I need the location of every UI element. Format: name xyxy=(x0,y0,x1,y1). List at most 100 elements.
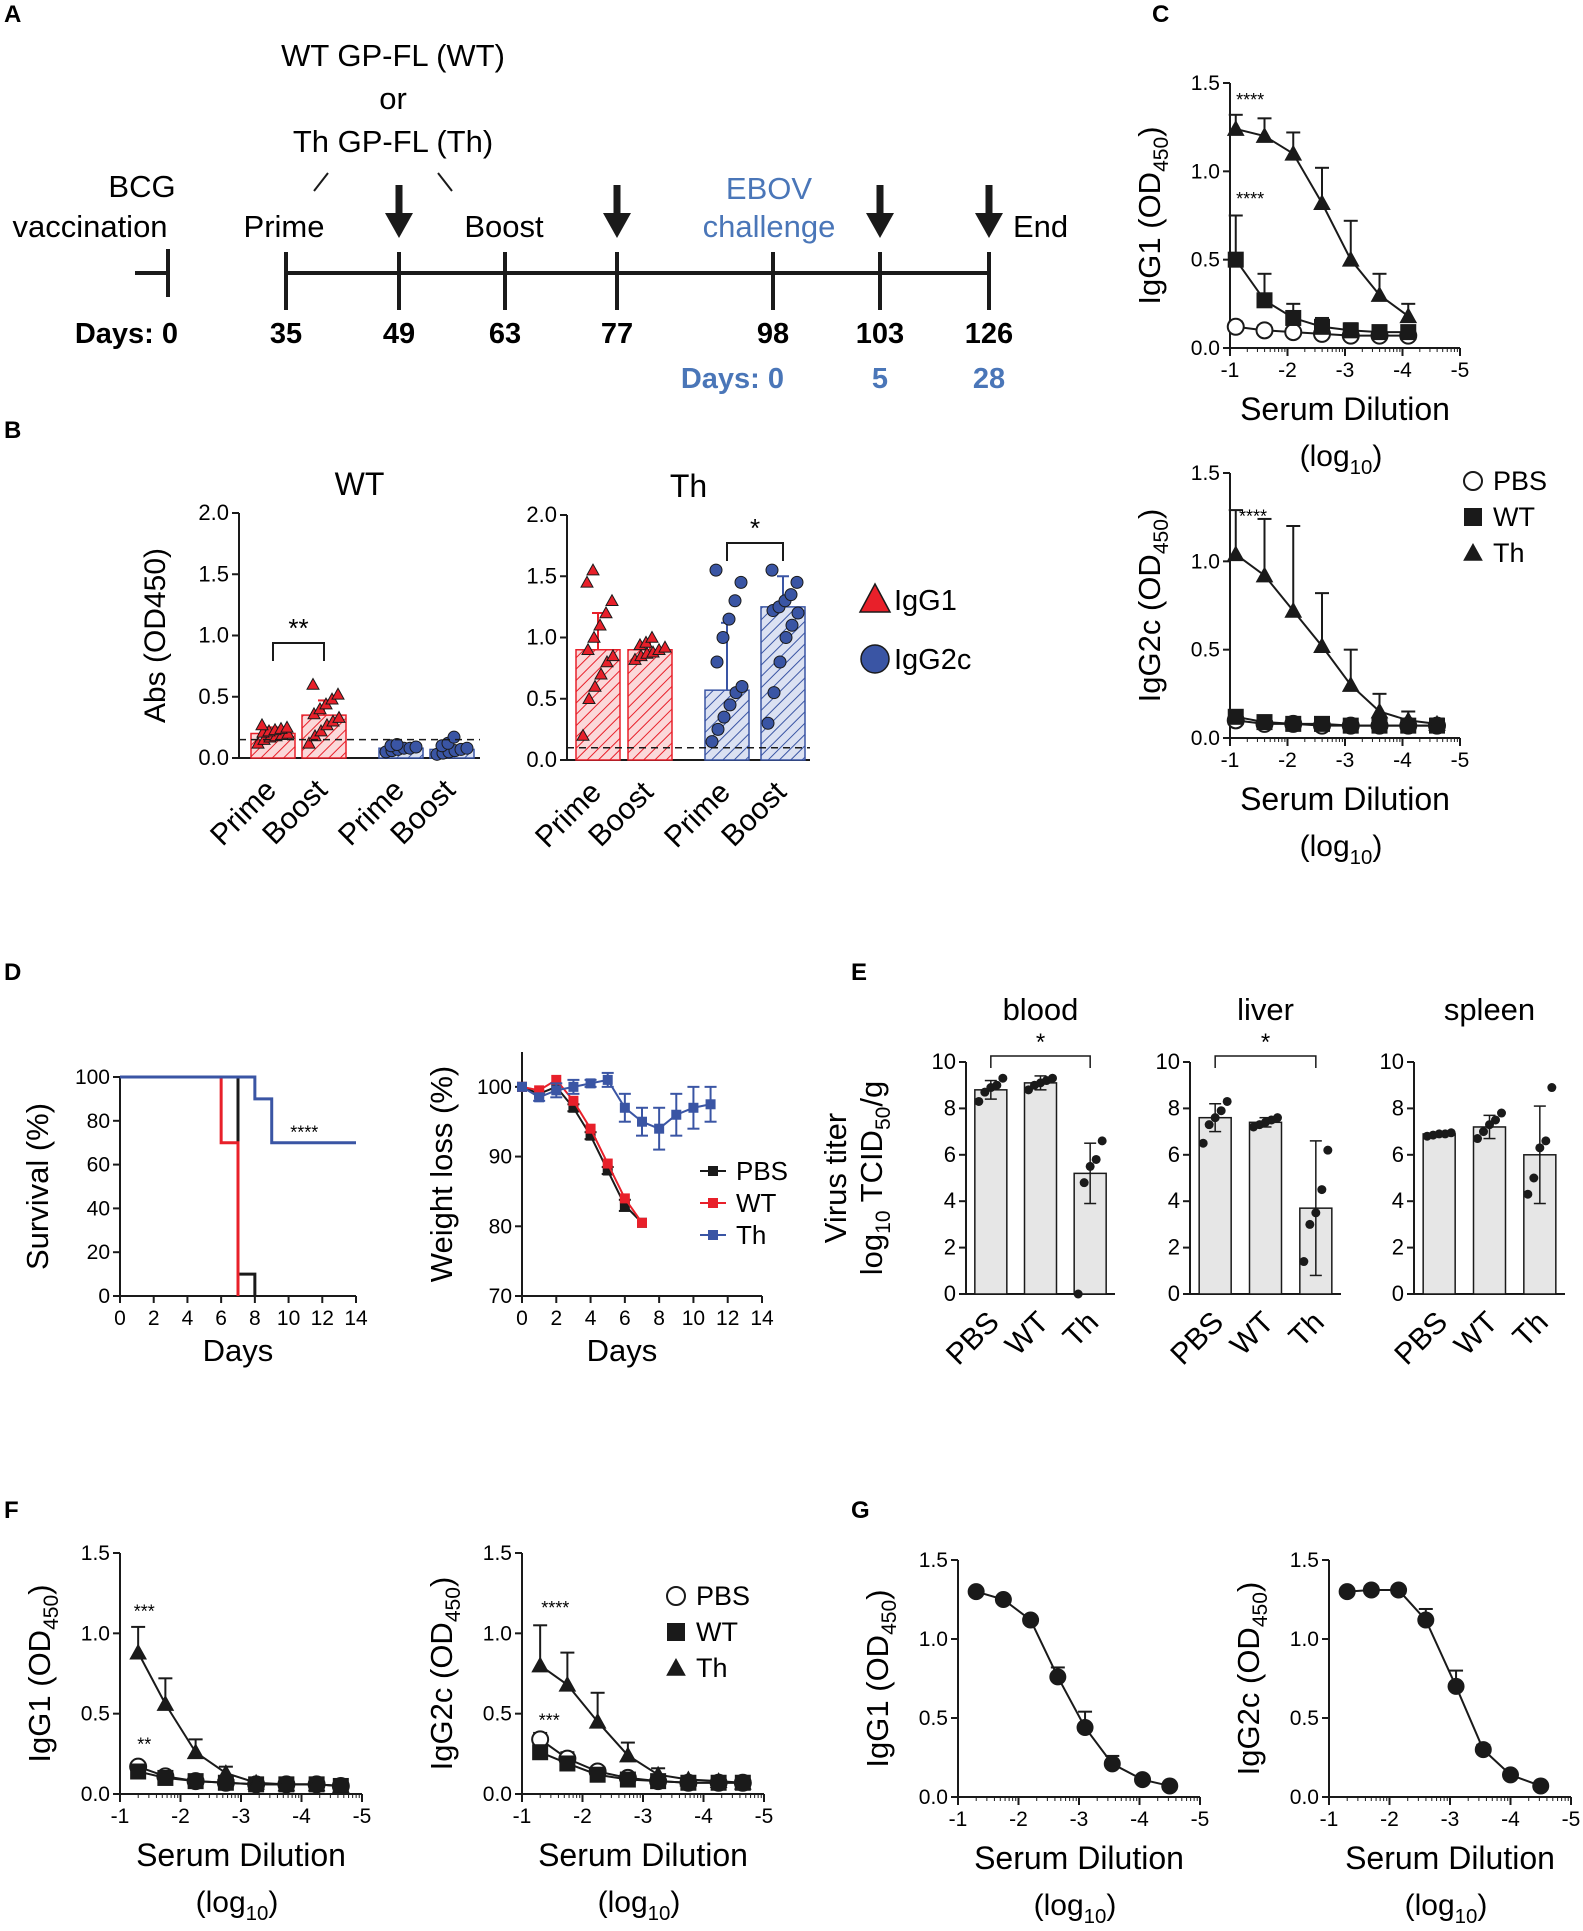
data-point xyxy=(1341,675,1360,692)
data-point xyxy=(585,1078,596,1089)
x-axis-label: Serum Dilution xyxy=(1240,391,1450,427)
data-point xyxy=(1097,1136,1107,1146)
data-point xyxy=(709,563,723,577)
ebov-label: EBOV xyxy=(726,171,812,206)
x-tick-label: -1 xyxy=(1221,749,1240,772)
data-point xyxy=(637,1217,647,1228)
data-point xyxy=(1314,715,1330,732)
data-point xyxy=(1222,1096,1232,1106)
significance-bracket xyxy=(272,642,325,661)
end-label: End xyxy=(1013,209,1068,244)
data-point xyxy=(1076,1718,1094,1736)
data-point xyxy=(1204,1120,1214,1130)
x-tick-label: 4 xyxy=(585,1307,597,1330)
y-axis-label: Abs (OD450) xyxy=(139,548,172,723)
y-tick-label: 1.0 xyxy=(198,623,229,648)
data-point xyxy=(602,1074,613,1085)
data-point xyxy=(247,1773,265,1790)
x-tick-label: WT xyxy=(1448,1306,1504,1362)
x-tick-label: -1 xyxy=(111,1805,130,1828)
series-line xyxy=(521,1078,711,1130)
data-point xyxy=(1313,637,1331,654)
data-point xyxy=(761,716,775,730)
y-tick-label: 6 xyxy=(1168,1142,1180,1167)
data-point xyxy=(722,612,736,626)
data-point xyxy=(1285,309,1302,326)
data-point xyxy=(1048,1073,1057,1083)
panel-letter-d: D xyxy=(4,959,21,986)
data-point xyxy=(1273,1113,1282,1123)
x-tick-label: 4 xyxy=(182,1307,194,1330)
data-point xyxy=(576,728,590,741)
data-point xyxy=(1532,1777,1550,1795)
y-tick-label: 0.5 xyxy=(483,1703,512,1726)
y-tick-label: 4 xyxy=(944,1188,956,1213)
data-point xyxy=(637,1116,647,1127)
y-tick-label: 0.0 xyxy=(198,745,229,770)
data-point xyxy=(1049,1668,1067,1686)
data-point xyxy=(517,1081,527,1092)
challenge-day-tick: 5 xyxy=(872,363,888,395)
x-tick-label: -5 xyxy=(353,1805,372,1828)
data-point xyxy=(1497,1108,1506,1118)
chart-f-igg1: 0.0 0.5 1.0 1.5 -1 -2 -3 -4 -5 Serum Dilution (log… xyxy=(22,1542,371,1925)
bcg-label: BCG xyxy=(108,169,175,204)
data-point xyxy=(314,724,328,737)
data-point xyxy=(1255,126,1274,143)
data-point xyxy=(974,1096,984,1106)
x-axis-label: Serum Dilution xyxy=(974,1840,1184,1876)
data-point xyxy=(606,648,620,662)
arrow-head xyxy=(385,213,413,238)
data-point xyxy=(1341,250,1360,267)
down-arrow-icon xyxy=(603,185,631,238)
data-point xyxy=(791,606,805,620)
y-tick-label: 1.0 xyxy=(1191,160,1220,183)
y-tick-label: 8 xyxy=(1168,1095,1180,1120)
vaccine-label-or: or xyxy=(379,81,407,116)
data-point xyxy=(1227,251,1244,268)
data-point xyxy=(593,618,607,631)
series-sample xyxy=(1338,1581,1550,1795)
legend-marker-icon xyxy=(708,1230,718,1240)
data-point xyxy=(1256,714,1273,731)
x-tick-label: -5 xyxy=(1451,359,1470,382)
data-point xyxy=(619,1193,630,1204)
bar xyxy=(1472,1126,1507,1295)
x-tick-label: 6 xyxy=(215,1307,227,1330)
panel-letter-a: A xyxy=(4,1,21,28)
data-point xyxy=(716,631,730,644)
y-tick-label: 0 xyxy=(98,1285,110,1308)
data-point xyxy=(1370,702,1389,719)
y-tick-label: 0.5 xyxy=(919,1707,948,1730)
data-point xyxy=(1226,317,1245,336)
data-point xyxy=(1305,1219,1315,1229)
y-tick-label: 1.0 xyxy=(81,1622,110,1645)
legend-marker-icon xyxy=(666,1657,686,1676)
y-tick-label: 20 xyxy=(87,1241,110,1264)
x-tick-label: 10 xyxy=(277,1307,300,1330)
data-point xyxy=(156,1694,175,1711)
data-point xyxy=(779,631,793,644)
data-point xyxy=(331,687,345,700)
y-tick-label: 40 xyxy=(87,1197,110,1220)
y-axis-label: Survival (%) xyxy=(20,1103,55,1270)
x-tick-label: -2 xyxy=(573,1805,592,1828)
x-tick-label: -5 xyxy=(755,1805,774,1828)
data-point xyxy=(711,722,725,736)
y-tick-label: 1.5 xyxy=(1191,72,1220,95)
data-point xyxy=(1371,717,1388,734)
data-point xyxy=(705,1099,716,1110)
data-point xyxy=(1226,119,1245,136)
data-point xyxy=(255,717,269,731)
down-arrow-icon xyxy=(975,185,1003,238)
y-tick-label: 0.5 xyxy=(1191,249,1220,272)
day-tick: 35 xyxy=(270,318,302,350)
chart-d-weight: 70 80 90 100 0 2 4 6 8 10 12 14 Days Weight loss (%) P… xyxy=(424,1052,788,1368)
y-tick-label: 10 xyxy=(932,1049,956,1074)
data-point xyxy=(1314,318,1330,335)
data-point xyxy=(1317,1185,1327,1195)
data-point xyxy=(1417,1611,1435,1629)
prime-label: Prime xyxy=(244,209,325,244)
data-point xyxy=(619,1746,637,1763)
